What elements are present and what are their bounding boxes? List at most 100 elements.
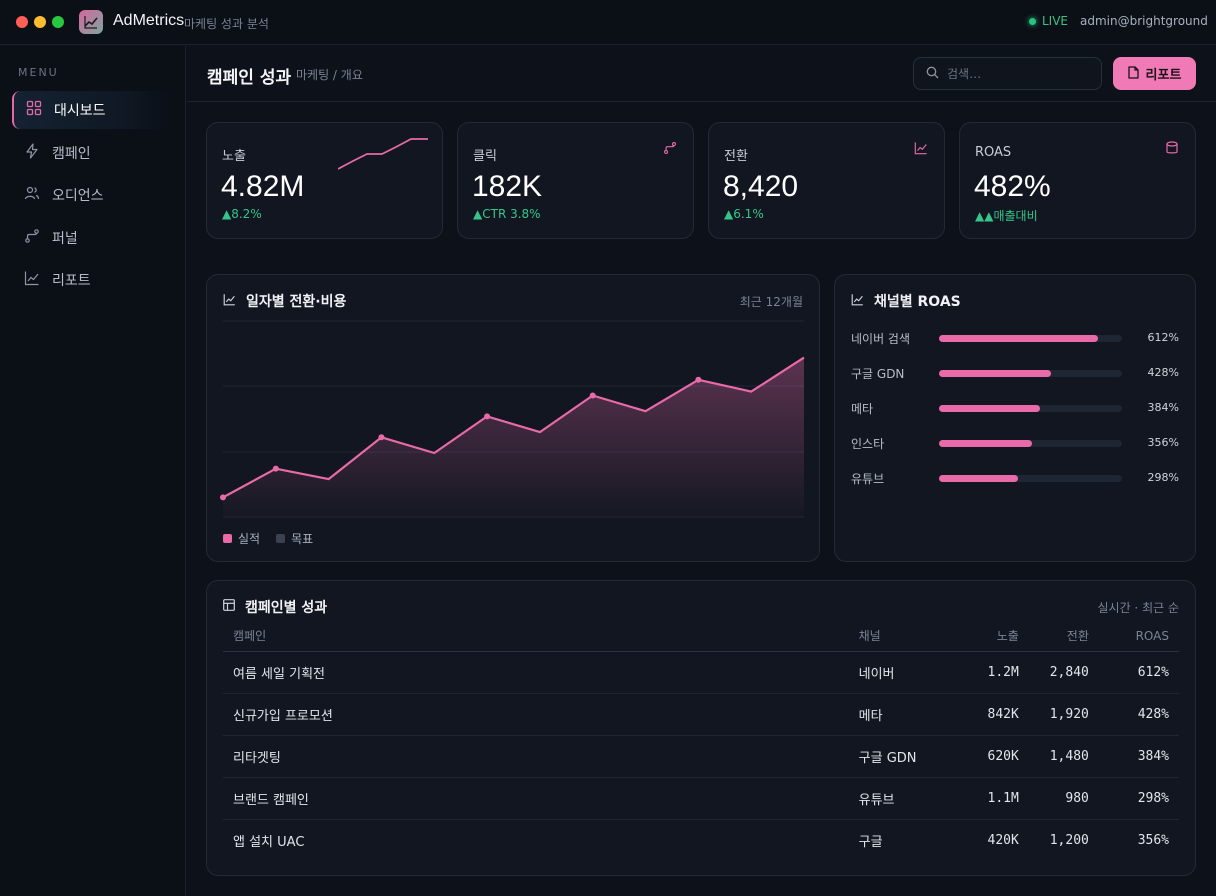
table-row[interactable]: 여름 세일 기획전 네이버 1.2M 2,840 612% [223, 651, 1179, 694]
roas-bar [939, 440, 1122, 447]
campaign-name: 여름 세일 기획전 [223, 651, 849, 694]
roas-row: 메타 384% [851, 398, 1179, 418]
sidebar-item-funnel[interactable]: 퍼널 [12, 219, 172, 257]
app-subtitle: 마케팅 성과 분석 [184, 17, 269, 31]
roas-bar [939, 335, 1122, 342]
roas-cell: 356% [1137, 832, 1169, 848]
campaign-table-panel: 캠페인별 성과 실시간 · 최근 순 캠페인 채널 노출 전환 ROAS 여름 … [206, 580, 1196, 876]
campaign-name: 리타겟팅 [223, 735, 849, 778]
sidebar-item-label: 대시보드 [54, 103, 106, 119]
legend-item[interactable]: 목표 [276, 530, 313, 547]
legend-swatch [223, 534, 232, 543]
roas-bar-fill [939, 475, 1018, 482]
channel-cell: 구글 [858, 834, 883, 850]
channel-name: 인스타 [851, 437, 885, 451]
conversions-cell: 980 [1028, 777, 1099, 820]
sidebar-item-dashboard[interactable]: 대시보드 [12, 91, 172, 129]
channel-name: 메타 [851, 402, 874, 416]
route-icon [24, 228, 40, 248]
app-logo-icon [79, 10, 103, 34]
channel-name: 구글 GDN [851, 367, 905, 381]
kpi-card-clicks[interactable]: 클릭 182K ▲CTR 3.8% [457, 122, 694, 239]
app-name: AdMetrics [113, 12, 185, 29]
roas-value: 384% [1147, 401, 1179, 414]
column-header-impressions[interactable]: 노출 [958, 621, 1029, 652]
conversions-cell: 1,200 [1049, 832, 1089, 848]
roas-row: 유튜브 298% [851, 468, 1179, 488]
series-area [223, 357, 804, 517]
data-point[interactable] [589, 392, 596, 399]
conversions-cell: 2,840 [1028, 651, 1099, 694]
kpi-label: 클릭 [473, 149, 497, 164]
legend-label: 실적 [238, 532, 261, 546]
sidebar-item-reports[interactable]: 리포트 [12, 261, 172, 299]
legend-item[interactable]: 실적 [223, 530, 260, 547]
page-header: 캠페인 성과 마케팅 / 개요 리포트 [187, 46, 1216, 102]
kpi-delta: ▲CTR 3.8% [473, 207, 541, 221]
roas-bar [939, 370, 1122, 377]
series-line [222, 356, 805, 499]
search-box[interactable] [913, 57, 1102, 90]
user-account[interactable]: admin@brightground [1080, 14, 1208, 28]
table-row[interactable]: 리타겟팅 구글 GDN 620K 1,480 384% [223, 735, 1179, 778]
database-icon [1165, 140, 1179, 154]
bolt-icon [24, 143, 40, 163]
roas-bar-fill [939, 370, 1051, 377]
sidebar-item-audience[interactable]: 오디언스 [12, 176, 172, 214]
breadcrumb[interactable]: 마케팅 / 개요 [296, 68, 363, 82]
kpi-label: 노출 [222, 149, 246, 164]
data-point[interactable] [220, 494, 226, 501]
roas-value: 298% [1147, 471, 1179, 484]
roas-value: 612% [1147, 331, 1179, 344]
panel-title-label: 캠페인별 성과 [245, 600, 328, 616]
table-header-row: 캠페인 채널 노출 전환 ROAS [223, 621, 1179, 652]
campaign-name: 신규가입 프로모션 [223, 693, 849, 736]
conversion-chart-panel: 일자별 전환·비용 최근 12개월 실적 목표 [206, 274, 820, 562]
campaign-name: 브랜드 캠페인 [223, 777, 849, 820]
panel-title: 캠페인별 성과 [223, 597, 327, 617]
kpi-label: 전환 [724, 149, 748, 164]
channel-cell: 구글 GDN [848, 735, 959, 778]
table-row[interactable]: 신규가입 프로모션 메타 842K 1,920 428% [223, 693, 1179, 736]
data-point[interactable] [272, 465, 279, 472]
close-window-button[interactable] [16, 16, 28, 28]
column-header-channel[interactable]: 채널 [848, 621, 959, 652]
panel-title-label: 일자별 전환·비용 [246, 294, 347, 310]
column-header-conversions[interactable]: 전환 [1028, 621, 1099, 652]
table-row[interactable]: 앱 설치 UAC 구글 420K 1,200 356% [223, 819, 1179, 861]
data-point[interactable] [378, 434, 385, 441]
kpi-value: 482% [974, 170, 1051, 203]
roas-value: 356% [1147, 436, 1179, 449]
panel-title: 일자별 전환·비용 [223, 291, 346, 311]
kpi-card-conversions[interactable]: 전환 8,420 ▲6.1% [708, 122, 945, 239]
data-point[interactable] [484, 413, 491, 420]
sidebar-item-label: 퍼널 [52, 231, 78, 247]
roas-cell: 384% [1098, 735, 1179, 778]
panel-meta[interactable]: 최근 12개월 [739, 295, 803, 309]
report-button[interactable]: 리포트 [1113, 57, 1196, 90]
chart-legend: 실적 목표 [223, 530, 313, 547]
roas-cell: 612% [1098, 651, 1179, 694]
conversions-cell: 1,480 [1028, 735, 1099, 778]
table-icon [223, 599, 235, 615]
grid-icon [26, 100, 42, 120]
users-icon [24, 185, 40, 205]
channel-cell: 유튜브 [848, 777, 959, 820]
impressions-cell: 620K [958, 735, 1029, 778]
sidebar-item-campaigns[interactable]: 캠페인 [12, 134, 172, 172]
search-input[interactable] [947, 66, 1087, 81]
kpi-card-impressions[interactable]: 노출 4.82M ▲8.2% [206, 122, 443, 239]
impressions-cell: 420K [987, 832, 1019, 848]
kpi-delta: ▲8.2% [222, 207, 262, 221]
maximize-window-button[interactable] [52, 16, 64, 28]
column-header-campaign[interactable]: 캠페인 [223, 621, 849, 652]
file-icon [1127, 65, 1139, 82]
data-point[interactable] [695, 376, 702, 383]
minimize-window-button[interactable] [34, 16, 46, 28]
roas-cell: 298% [1098, 777, 1179, 820]
column-header-roas[interactable]: ROAS [1098, 621, 1179, 652]
impressions-cell: 1.2M [958, 651, 1029, 694]
table-row[interactable]: 브랜드 캠페인 유튜브 1.1M 980 298% [223, 777, 1179, 820]
chart-line-icon [914, 140, 928, 155]
kpi-card-roas[interactable]: ROAS 482% ▲▲매출대비 [959, 122, 1196, 239]
